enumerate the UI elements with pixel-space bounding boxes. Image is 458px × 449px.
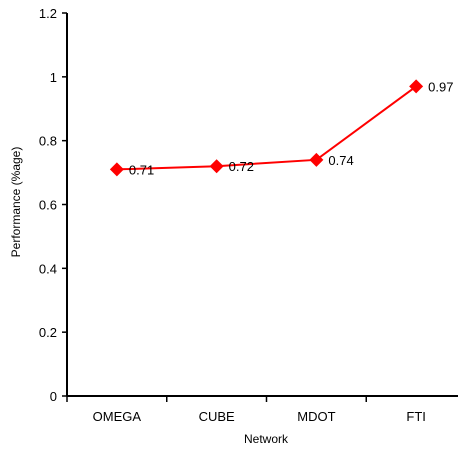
data-point (309, 152, 324, 167)
x-tick-label: MDOT (297, 409, 335, 424)
y-tick-label: 0.4 (39, 261, 57, 276)
series: 0.71 0.72 0.74 0.97 (109, 79, 453, 177)
y-tick-label: 1.2 (39, 6, 57, 21)
axes (66, 13, 458, 397)
ticks: 0 0.2 0.4 0.6 0.8 1 1.2 OMEGA CUBE MDOT FTI (39, 6, 426, 424)
y-tick-label: 0.2 (39, 325, 57, 340)
x-tick-label: OMEGA (93, 409, 142, 424)
x-axis-title: Network (244, 432, 289, 446)
x-tick-label: FTI (406, 409, 426, 424)
y-tick-label: 1 (50, 70, 57, 85)
data-point (109, 162, 124, 177)
y-tick-label: 0.6 (39, 198, 57, 213)
series-line (116, 85, 417, 171)
data-label: 0.72 (229, 159, 254, 174)
y-axis-title: Performance (%age) (9, 147, 23, 258)
data-point (409, 79, 424, 94)
data-label: 0.71 (129, 162, 154, 177)
y-tick-label: 0 (50, 389, 57, 404)
data-label: 0.97 (428, 79, 453, 94)
x-tick-label: CUBE (199, 409, 235, 424)
data-label: 0.74 (328, 153, 353, 168)
data-point (209, 159, 224, 174)
y-tick-label: 0.8 (39, 134, 57, 149)
